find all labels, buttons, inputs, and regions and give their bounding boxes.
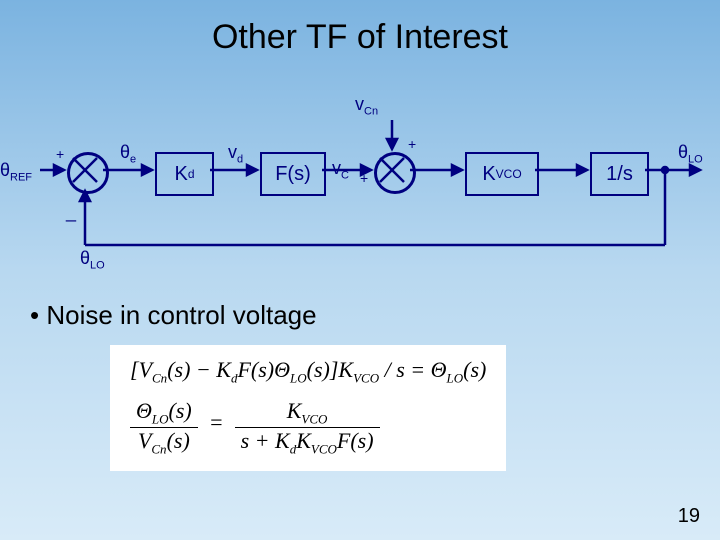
label-vcn: vCn	[355, 94, 378, 118]
equation-block: [VCn(s) − KdF(s)ΘLO(s)]KVCO / s = ΘLO(s)…	[110, 345, 506, 471]
sign-minus-fb: _	[66, 202, 76, 223]
page-number: 19	[678, 505, 700, 528]
equation-line-1: [VCn(s) − KdF(s)ΘLO(s)]KVCO / s = ΘLO(s)	[130, 357, 486, 386]
block-diagram: Kd F(s) KVCO 1/s θREF θe vd vCn vC θLO θ…	[0, 90, 720, 270]
label-theta-lo-feedback: θLO	[80, 248, 105, 272]
page-title: Other TF of Interest	[0, 0, 720, 57]
summer-input	[67, 152, 109, 194]
summer-noise	[374, 152, 416, 194]
equation-line-2: ΘLO(s) VCn(s) = KVCO s + KdKVCOF(s)	[130, 392, 486, 457]
sign-plus-vcn: +	[408, 136, 416, 152]
sign-plus-vc: +	[360, 170, 368, 186]
label-theta-e: θe	[120, 142, 136, 166]
block-kd: Kd	[155, 152, 214, 196]
block-kvco: KVCO	[465, 152, 539, 196]
sign-plus-ref: +	[56, 146, 64, 162]
label-theta-ref: θREF	[0, 160, 32, 184]
block-fs: F(s)	[260, 152, 326, 196]
bullet-noise: • Noise in control voltage	[30, 300, 317, 331]
block-integrator: 1/s	[590, 152, 649, 196]
label-vc: vC	[332, 158, 349, 182]
label-theta-lo-out: θLO	[678, 142, 703, 166]
label-vd: vd	[228, 142, 243, 166]
